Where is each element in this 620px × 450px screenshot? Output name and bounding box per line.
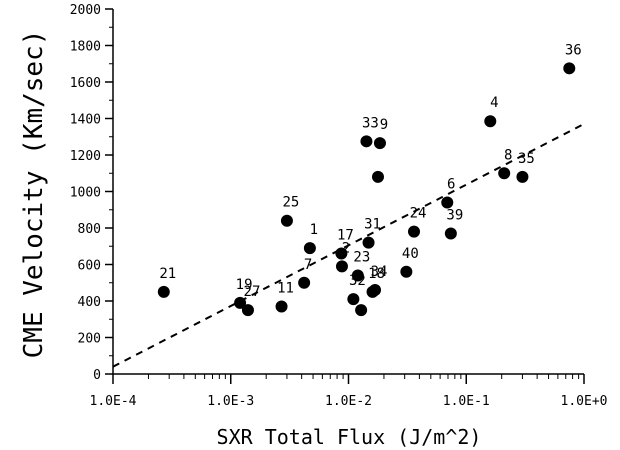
points-layer <box>157 62 576 317</box>
data-point <box>484 115 497 128</box>
data-point <box>335 247 348 260</box>
data-point <box>355 304 368 317</box>
point-label: 36 <box>565 42 582 58</box>
x-axis-title: SXR Total Flux (J/m^2) <box>217 425 482 449</box>
point-label: 27 <box>244 284 261 300</box>
x-tick-label: 1.0E-3 <box>207 394 254 409</box>
data-point <box>408 225 421 238</box>
data-point <box>280 214 293 227</box>
point-label: 32 <box>349 273 366 289</box>
axes: 0 200 400 600 800 1000 1200 1400 1600 1800 2000 1.0… <box>70 3 608 409</box>
point-label: 11 <box>277 280 294 296</box>
x-tick-label: 1.0E-4 <box>90 394 137 409</box>
data-point <box>303 242 316 255</box>
point-label: 39 <box>446 207 463 223</box>
data-point <box>498 167 511 180</box>
point-label: 35 <box>518 151 535 167</box>
point-label: 9 <box>380 117 388 133</box>
data-point <box>373 137 386 150</box>
fit-line <box>112 123 585 368</box>
point-label: 34 <box>371 264 388 280</box>
y-tick-label: 600 <box>78 259 101 274</box>
data-point <box>234 296 247 309</box>
y-tick-label: 800 <box>78 222 101 237</box>
data-point <box>444 227 457 240</box>
point-label: 40 <box>402 246 419 262</box>
y-tick-label: 1800 <box>70 40 101 55</box>
data-point <box>157 285 170 298</box>
data-point <box>400 265 413 278</box>
y-tick-label: 2000 <box>70 3 101 18</box>
point-label: 7 <box>304 257 312 273</box>
y-axis-title: CME Velocity (Km/sec) <box>19 30 49 359</box>
y-tick-label: 1000 <box>70 186 101 201</box>
point-label: 1 <box>310 222 318 238</box>
data-point <box>362 236 375 249</box>
x-tick-label: 1.0E+0 <box>561 394 608 409</box>
point-label: 8 <box>504 147 512 163</box>
y-tick-label: 1400 <box>70 113 101 128</box>
point-label: 21 <box>159 266 176 282</box>
data-point <box>369 284 382 297</box>
y-tick-label: 1200 <box>70 149 101 164</box>
data-point <box>298 276 311 289</box>
point-label: 31 <box>364 217 381 233</box>
y-tick-label: 1600 <box>70 76 101 91</box>
fit-line-layer <box>112 123 585 368</box>
point-label: 25 <box>283 195 300 211</box>
point-label: 33 <box>362 115 379 131</box>
x-tick-label: 1.0E-2 <box>325 394 372 409</box>
data-point <box>516 170 529 183</box>
y-tick-label: 0 <box>93 368 101 383</box>
y-tick-label: 200 <box>78 332 101 347</box>
point-label: 24 <box>410 206 427 222</box>
data-point <box>371 170 384 183</box>
data-point <box>275 300 288 313</box>
data-point <box>335 260 348 273</box>
point-label: 23 <box>353 249 370 265</box>
data-point <box>347 293 360 306</box>
point-label: 18 <box>368 266 385 282</box>
data-point <box>360 135 373 148</box>
point-label: 6 <box>447 176 455 192</box>
y-tick-label: 400 <box>78 295 101 310</box>
point-label: 19 <box>236 277 253 293</box>
data-point <box>441 196 454 209</box>
point-label: 2 <box>342 240 350 256</box>
data-point <box>563 62 576 75</box>
point-label: 4 <box>490 95 498 111</box>
data-point <box>351 269 364 282</box>
point-label: 17 <box>337 228 354 244</box>
x-tick-label: 1.0E-1 <box>443 394 490 409</box>
data-point <box>241 304 254 317</box>
